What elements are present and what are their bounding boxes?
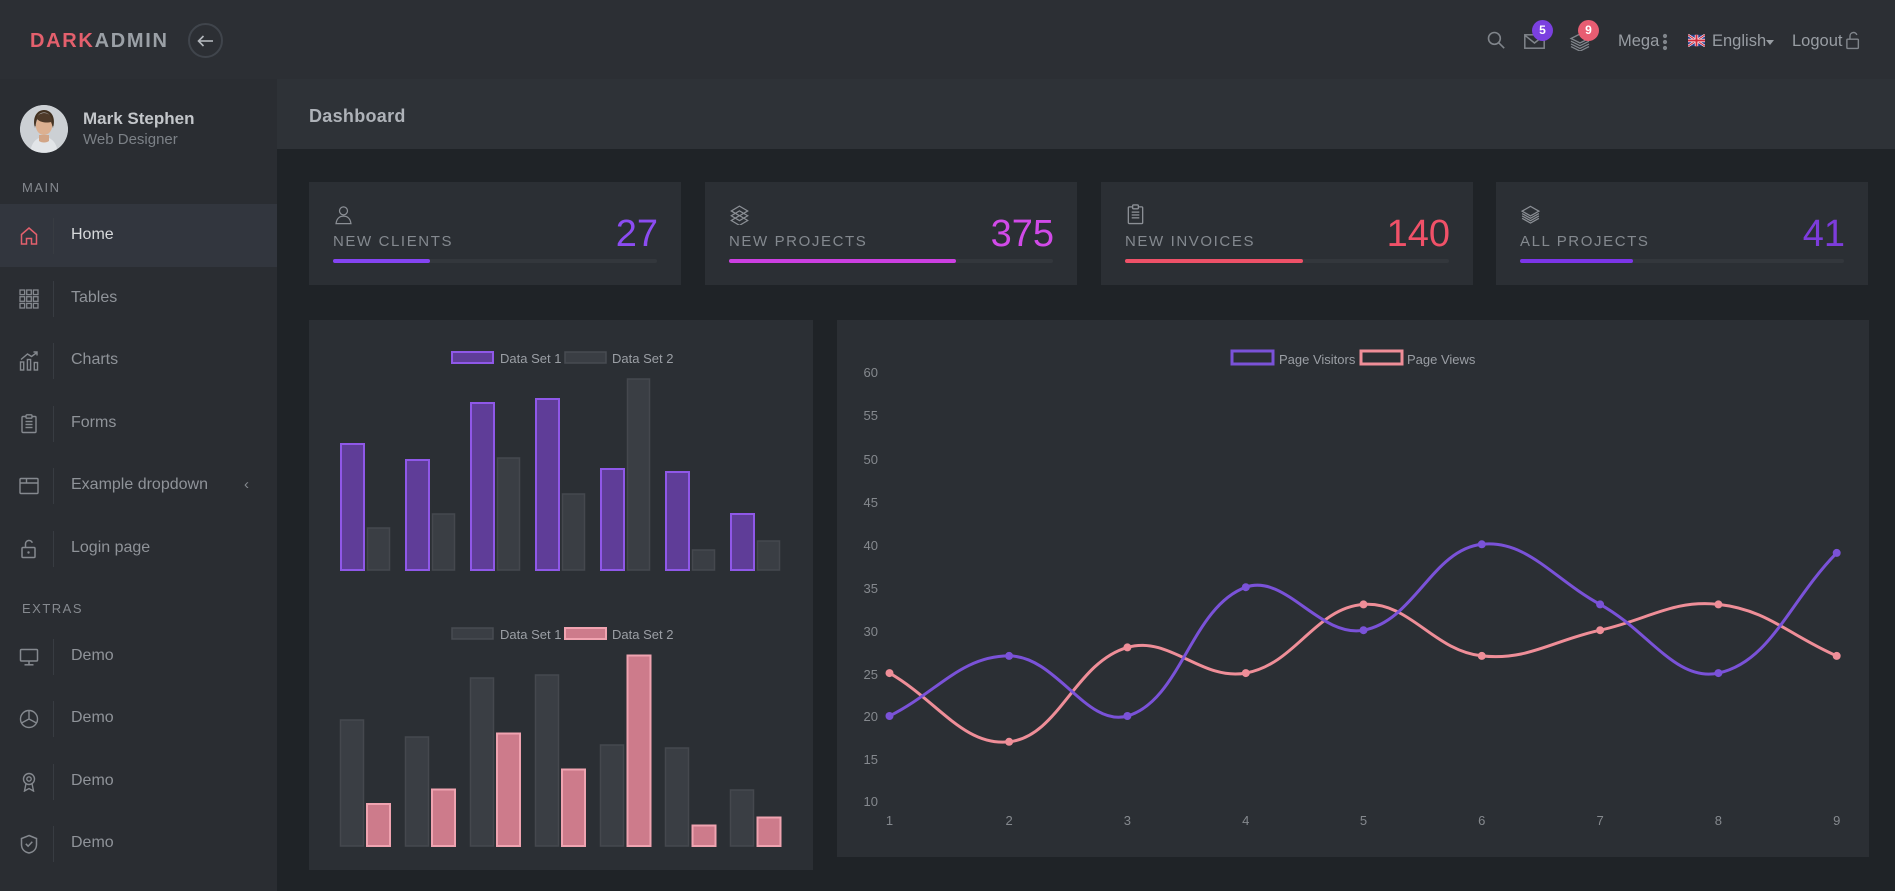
svg-text:1: 1 bbox=[886, 813, 893, 828]
svg-text:20: 20 bbox=[864, 709, 878, 724]
svg-text:Data Set 2: Data Set 2 bbox=[612, 627, 673, 642]
svg-text:Data Set 1: Data Set 1 bbox=[500, 627, 561, 642]
svg-text:Data Set 2: Data Set 2 bbox=[612, 351, 673, 366]
svg-text:55: 55 bbox=[864, 408, 878, 423]
svg-text:30: 30 bbox=[864, 624, 878, 639]
svg-text:9: 9 bbox=[1833, 813, 1840, 828]
svg-text:50: 50 bbox=[864, 452, 878, 467]
svg-text:10: 10 bbox=[864, 794, 878, 809]
svg-text:2: 2 bbox=[1005, 813, 1012, 828]
svg-text:15: 15 bbox=[864, 752, 878, 767]
svg-text:60: 60 bbox=[864, 365, 878, 380]
svg-text:6: 6 bbox=[1478, 813, 1485, 828]
svg-text:40: 40 bbox=[864, 538, 878, 553]
svg-text:Page Views: Page Views bbox=[1407, 352, 1476, 367]
svg-text:25: 25 bbox=[864, 667, 878, 682]
svg-text:8: 8 bbox=[1715, 813, 1722, 828]
svg-text:4: 4 bbox=[1242, 813, 1249, 828]
svg-text:35: 35 bbox=[864, 581, 878, 596]
svg-text:7: 7 bbox=[1596, 813, 1603, 828]
svg-text:3: 3 bbox=[1124, 813, 1131, 828]
svg-text:5: 5 bbox=[1360, 813, 1367, 828]
svg-text:45: 45 bbox=[864, 495, 878, 510]
svg-text:Page Visitors: Page Visitors bbox=[1279, 352, 1356, 367]
svg-text:Data Set 1: Data Set 1 bbox=[500, 351, 561, 366]
